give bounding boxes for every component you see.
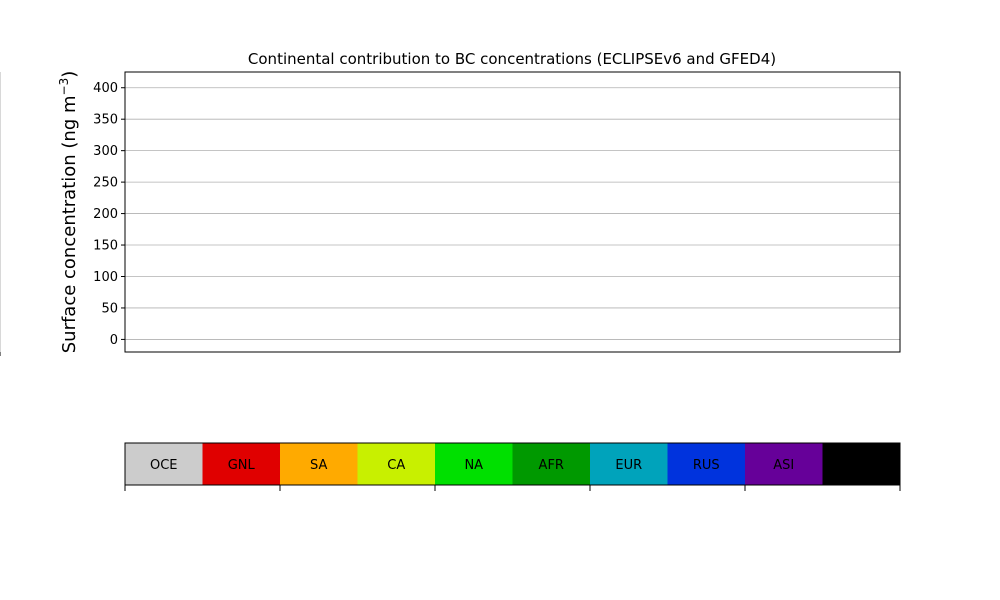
legend-swatch-na <box>435 443 513 485</box>
y-tick-label: 100 <box>93 270 118 285</box>
legend-swatch-asi <box>745 443 823 485</box>
y-axis-label: Surface concentration (ng m−3) <box>57 71 80 354</box>
legend-swatch-eur <box>590 443 668 485</box>
y-tick-label: 200 <box>93 207 118 222</box>
y-tick-label: 0 <box>110 333 118 348</box>
y-axis: 0 50 100 150 200 250 300 350 400 <box>93 81 125 348</box>
legend-swatch-gnl <box>202 443 280 485</box>
y-tick-label: 300 <box>93 144 118 159</box>
y-tick-label: 400 <box>93 81 118 96</box>
legend-label-rus: RUS <box>693 458 720 473</box>
legend-colorbar: OCE GNL SA CA NA AFR EUR RUS ASI AUS <box>124 442 901 491</box>
y-axis-label-exponent: −3 <box>57 78 71 96</box>
legend-label-aus: AUS <box>848 458 875 473</box>
y-tick-label: 250 <box>93 176 118 191</box>
chart-title: Continental contribution to BC concentra… <box>248 50 776 68</box>
legend-swatch-aus <box>822 443 900 485</box>
y-axis-label-suffix: ) <box>59 71 80 78</box>
legend-swatch-oce <box>125 443 203 485</box>
y-tick-label: 350 <box>93 113 118 128</box>
y-tick-label: 50 <box>101 301 118 316</box>
legend-label-ca: CA <box>387 458 405 473</box>
legend-swatch-sa <box>280 443 358 485</box>
legend-swatch-rus <box>667 443 745 485</box>
legend-label-gnl: GNL <box>228 458 256 473</box>
y-tick-label: 150 <box>93 239 118 254</box>
legend-label-afr: AFR <box>539 458 564 473</box>
legend-label-oce: OCE <box>150 458 178 473</box>
legend-label-eur: EUR <box>615 458 642 473</box>
plot-frame <box>124 71 901 353</box>
legend-label-na: NA <box>464 458 483 473</box>
legend-label-asi: ASI <box>773 458 794 473</box>
legend-swatch-ca <box>357 443 435 485</box>
y-axis-label-main: Surface concentration (ng m <box>59 95 80 353</box>
legend-label-sa: SA <box>310 458 327 473</box>
grid <box>0 72 900 352</box>
legend-frame <box>124 442 901 486</box>
legend-swatch-afr <box>512 443 590 485</box>
